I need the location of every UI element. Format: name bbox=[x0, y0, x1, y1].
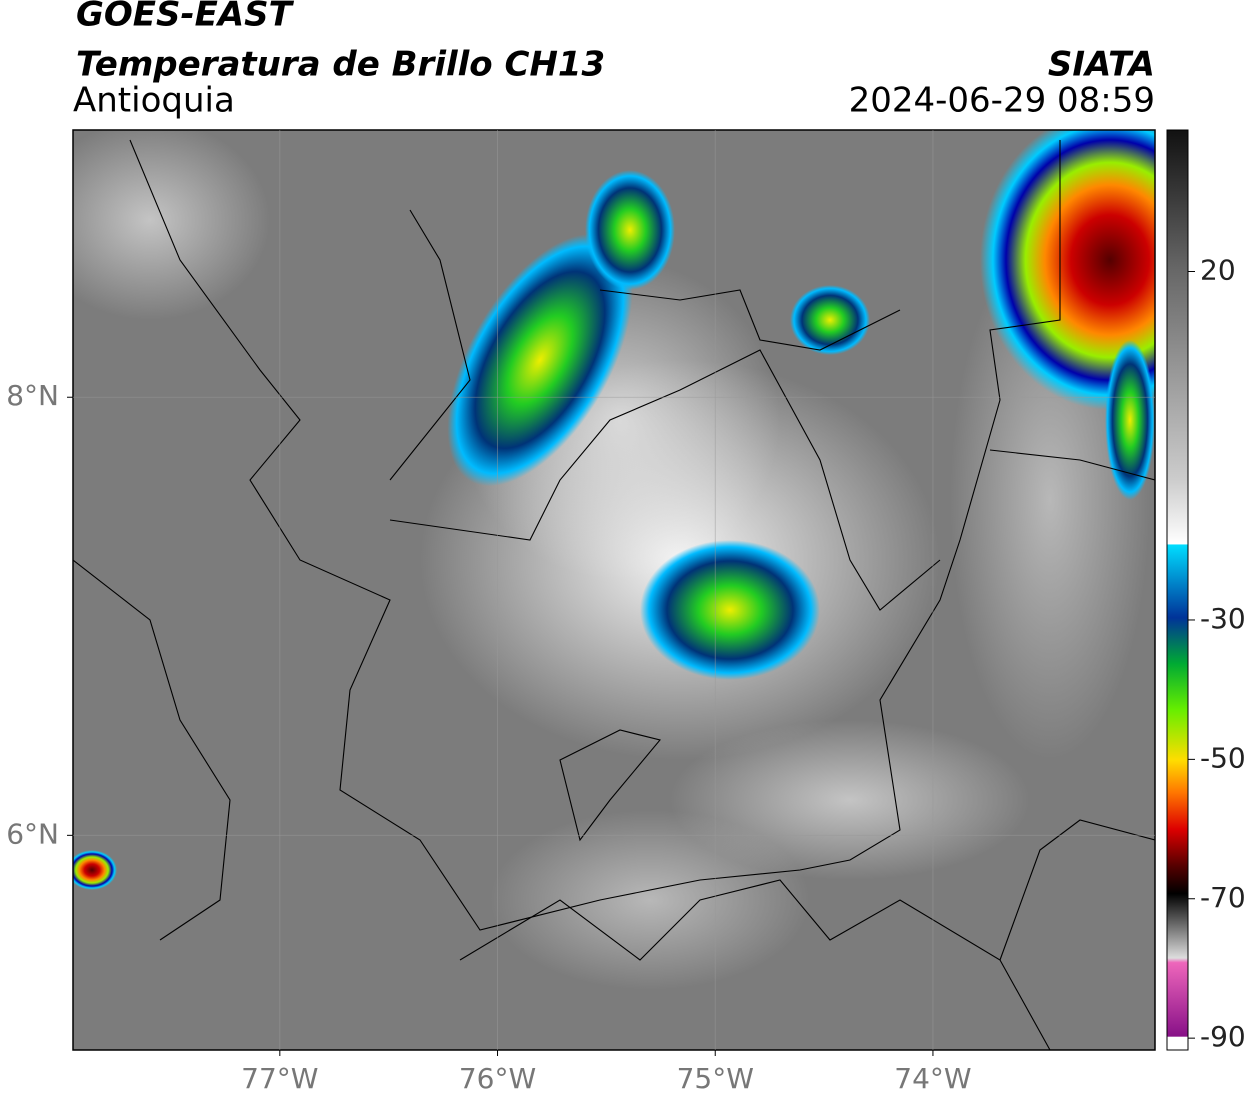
lat-tick-label: 6°N bbox=[6, 817, 59, 850]
imagery bbox=[73, 130, 1155, 1050]
subtitle: Temperatura de Brillo CH13 bbox=[76, 45, 605, 85]
map-frame bbox=[72, 129, 1156, 1051]
colorbar-tick-label: -90 bbox=[1200, 1020, 1246, 1053]
source: SIATA bbox=[1048, 45, 1155, 85]
colorbar bbox=[1166, 129, 1189, 1051]
title: GOES-EAST bbox=[76, 0, 295, 35]
colorbar-tick-label: -50 bbox=[1200, 741, 1246, 774]
colorbar-tick-label: -70 bbox=[1200, 881, 1246, 914]
lon-tick-label: 76°W bbox=[459, 1062, 536, 1095]
lon-tick-label: 75°W bbox=[677, 1062, 754, 1095]
datetime: 2024-06-29 08:59 bbox=[849, 81, 1155, 121]
lat-tick-label: 8°N bbox=[6, 379, 59, 412]
colorbar-tick-label: -30 bbox=[1200, 602, 1246, 635]
lon-tick-label: 77°W bbox=[241, 1062, 318, 1095]
lon-tick-label: 74°W bbox=[894, 1062, 971, 1095]
colorbar-tick-label: 20 bbox=[1200, 253, 1236, 286]
region: Antioquia bbox=[73, 81, 235, 121]
